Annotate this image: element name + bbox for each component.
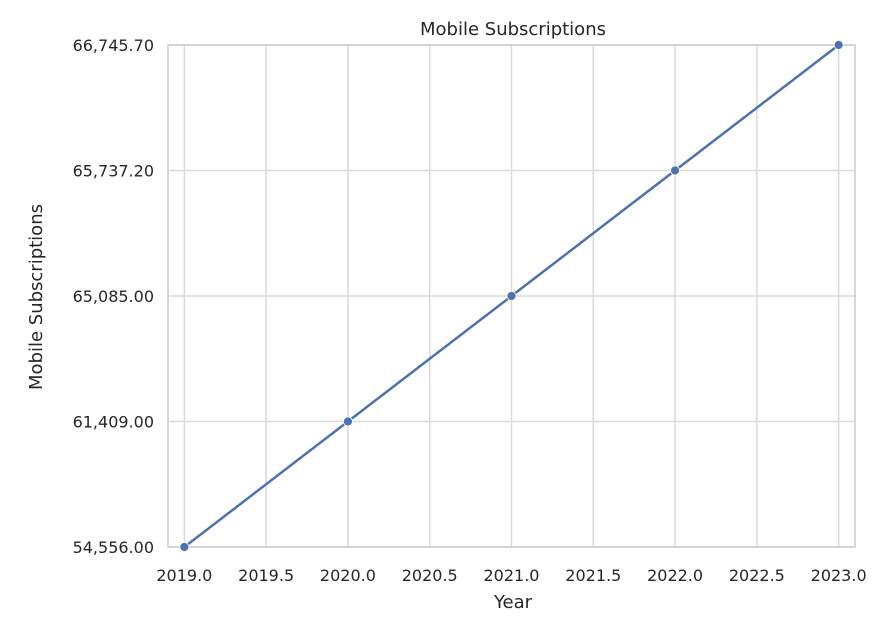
x-tick-labels: 2019.0 2019.5 2020.0 2020.5 2021.0 2021.5 2022…	[156, 566, 866, 585]
x-tick-label: 2020.5	[402, 566, 458, 585]
x-tick-label: 2020.0	[320, 566, 376, 585]
x-tick-label: 2022.5	[729, 566, 785, 585]
y-tick-label: 65,737.20	[73, 162, 154, 181]
x-axis-title: Year	[493, 592, 533, 613]
y-axis-title: Mobile Subscriptions	[26, 204, 47, 390]
x-tick-label: 2019.5	[238, 566, 294, 585]
y-tick-label: 65,085.00	[73, 287, 154, 306]
x-tick-label: 2022.0	[647, 566, 703, 585]
y-tick-labels: 54,556.00 61,409.00 65,085.00 65,737.20 66,7…	[73, 36, 154, 557]
y-tick-label: 61,409.00	[73, 413, 154, 432]
x-tick-label: 2023.0	[811, 566, 867, 585]
data-point	[833, 40, 844, 50]
x-tick-label: 2019.0	[156, 566, 212, 585]
data-point	[670, 165, 680, 176]
y-tick-label: 54,556.00	[73, 538, 154, 557]
plot-frame	[167, 44, 856, 548]
x-tick-label: 2021.0	[484, 566, 540, 585]
data-point	[343, 416, 353, 427]
chart-title: Mobile Subscriptions	[420, 19, 606, 40]
y-tick-label: 66,745.70	[73, 36, 154, 55]
data-point	[179, 542, 190, 552]
series-layer	[179, 40, 844, 552]
x-tick-label: 2021.5	[565, 566, 621, 585]
data-point	[506, 291, 517, 301]
